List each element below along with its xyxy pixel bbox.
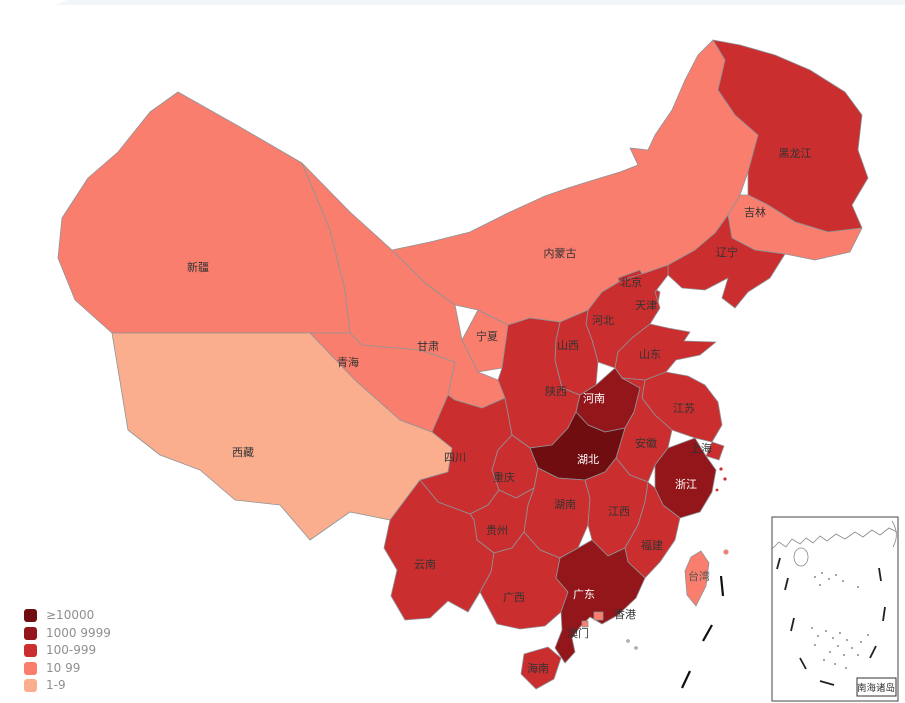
province-label-guangxi: 广西 [503,591,525,604]
province-shanghai[interactable] [705,441,725,461]
province-label-sichuan: 四川 [444,451,466,464]
dash-line-segment [702,624,713,642]
province-label-aomen: 澳门 [567,626,589,640]
dash-line-segment [719,575,725,597]
province-label-zhejiang: 浙江 [675,478,697,491]
province-label-heilongjiang: 黑龙江 [779,147,812,160]
province-guangdong[interactable] [554,539,646,664]
province-label-chongqing: 重庆 [493,470,515,484]
province-label-neimenggu: 内蒙古 [544,246,577,260]
inset-coastline [771,527,898,550]
legend-label: 10 99 [46,660,81,675]
province-label-guizhou: 贵州 [486,524,508,537]
province-zhejiang[interactable] [654,437,717,519]
province-fujian[interactable] [624,481,681,579]
province-label-tianjin: 天津 [635,299,657,312]
province-label-ningxia: 宁夏 [476,329,498,343]
legend-swatch[interactable] [24,679,37,692]
province-aomen[interactable] [581,620,589,628]
top-strip [55,0,905,5]
province-label-hunan: 湖南 [554,498,576,511]
province-hainan[interactable] [520,646,562,690]
legend-swatch[interactable] [24,626,37,640]
province-label-hebei: 河北 [592,314,614,327]
legend: ≥10000 1000 9999 100-999 10 99 1-9 [24,609,111,697]
province-label-qinghai: 青海 [337,355,359,369]
legend-swatch[interactable] [24,644,37,657]
dash-line-segment [681,670,691,689]
province-label-jiangsu: 江苏 [673,402,695,415]
province-label-taiwan: 台湾 [688,569,710,583]
province-label-guangdong: 广东 [573,588,595,601]
province-label-hainan: 海南 [527,661,549,675]
islet [634,646,638,650]
province-label-hubei: 湖北 [577,453,599,466]
province-label-anhui: 安徽 [635,436,657,450]
inset-hainan-island [793,547,809,567]
legend-label: ≥10000 [46,608,95,622]
province-xianggang[interactable] [593,611,604,621]
province-label-jiangxi: 江西 [608,505,630,518]
province-label-shanghai: 上海 [690,441,712,455]
islet [626,639,630,643]
province-label-xianggang: 香港 [614,608,636,621]
legend-label: 100-999 [46,643,97,657]
south-china-sea-inset: 南海诸岛 [771,516,899,702]
inset-dash-line [776,557,886,686]
islet [723,477,727,481]
province-label-beijing: 北京 [620,275,642,289]
inset-taiwan-island [891,520,897,548]
province-label-yunnan: 云南 [414,558,436,571]
legend-item-4[interactable]: 1-9 [24,679,111,692]
province-label-jilin: 吉林 [744,205,766,219]
province-label-shanxi: 山西 [557,339,579,352]
legend-item-2[interactable]: 100-999 [24,644,111,657]
islet [723,549,729,555]
province-label-fujian: 福建 [641,538,663,552]
province-label-shandong: 山东 [639,348,661,361]
inset-island-dots [811,572,869,669]
province-liaoning[interactable] [667,214,786,309]
province-label-shaanxi: 陕西 [545,384,567,398]
islet [715,488,719,492]
inset-label-box [856,677,897,697]
province-taiwan[interactable] [684,550,710,607]
inset-label: 南海诸岛 [857,682,895,694]
islet [719,467,723,471]
province-label-liaoning: 辽宁 [716,245,738,259]
province-anhui[interactable] [615,377,673,483]
legend-item-1[interactable]: 1000 9999 [24,625,111,640]
province-xinjiang[interactable] [57,91,351,334]
legend-swatch[interactable] [24,661,37,675]
legend-label: 1-9 [46,678,66,692]
province-label-xizang: 西藏 [232,446,254,459]
legend-label: 1000 9999 [46,625,111,640]
province-label-henan: 河南 [583,392,605,405]
legend-swatch[interactable] [24,609,37,622]
legend-item-3[interactable]: 10 99 [24,660,111,675]
province-label-xinjiang: 新疆 [187,260,209,274]
legend-item-0[interactable]: ≥10000 [24,609,111,622]
province-label-gansu: 甘肃 [417,340,439,353]
